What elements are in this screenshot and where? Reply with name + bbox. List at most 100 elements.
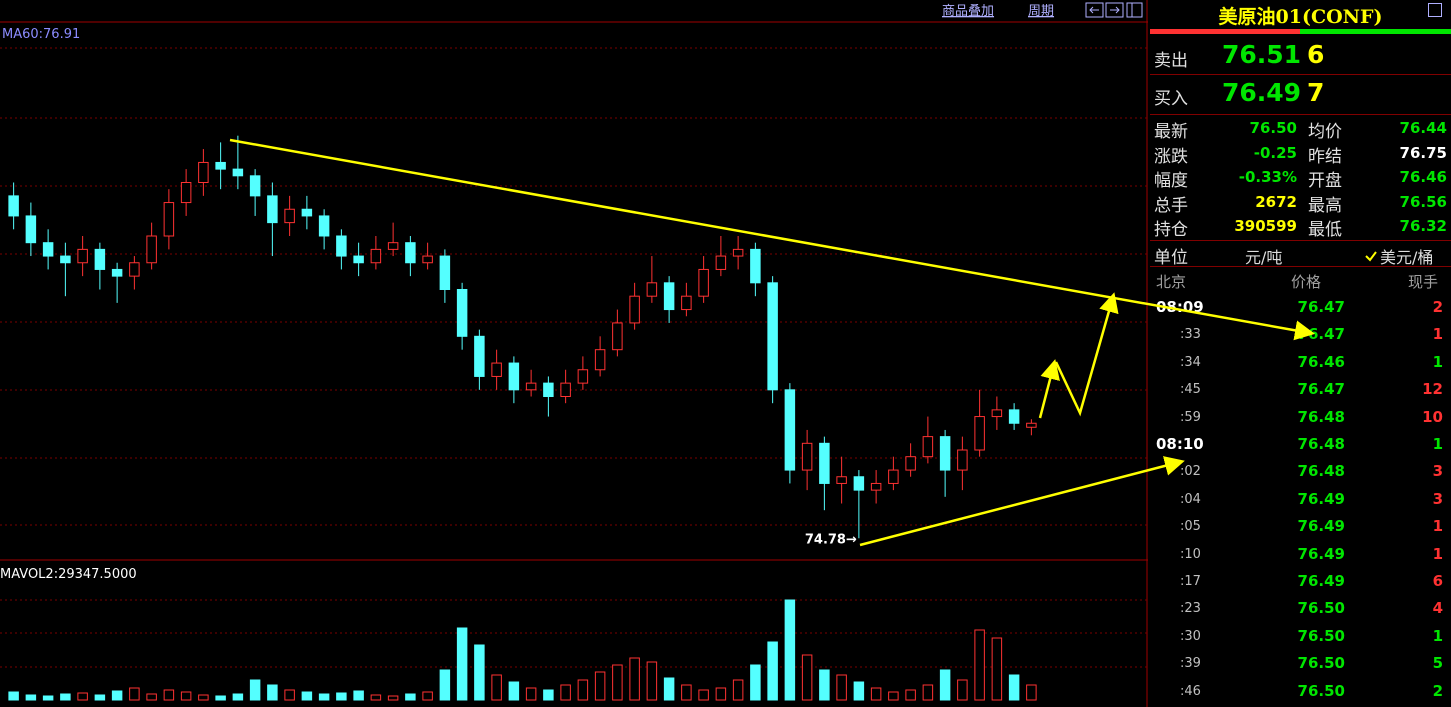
trade-time: :02 [1180,464,1201,480]
volume-bar [508,681,520,701]
volume-bar [387,695,399,701]
candle-body [111,268,123,277]
volume-bar [336,692,347,701]
trade-time: :45 [1180,382,1201,398]
header-size: 现手 [1408,273,1439,291]
unit-cny[interactable]: 元/吨 [1245,248,1283,267]
trade-row: :46 76.50 2 [1150,678,1451,705]
trade-row: :23 76.50 4 [1150,595,1451,622]
unit-usd[interactable]: 美元/桶 [1380,248,1434,267]
ma-label: MA60:76.91 [2,27,80,42]
overlay-button[interactable]: 商品叠加 [942,4,994,19]
candle-body [387,242,399,250]
sell-bar [1150,29,1300,34]
volume-bar [474,644,485,701]
volume-bar [405,693,416,701]
volume-bar [60,693,71,701]
volume-bar [922,684,934,701]
candle-body [939,436,951,471]
trade-price: 76.47 [1297,325,1345,344]
volume-bar [215,695,226,701]
nav-buttons[interactable] [1085,2,1143,18]
candle-body [698,268,709,297]
candle-body [267,195,278,224]
volume-bar [750,664,761,701]
candle-body [25,215,37,244]
volume-bar [905,689,916,701]
candle-body [560,382,571,397]
volume-bar [974,629,985,701]
stat-label: 昨结 [1308,146,1342,167]
trade-price: 76.49 [1297,544,1345,563]
candle-body [439,255,451,290]
volume-bar [836,674,847,701]
candle-body [301,208,313,217]
trade-row: :10 76.49 1 [1150,541,1451,568]
nav-left[interactable] [1085,2,1104,18]
candle-body [594,349,606,371]
candle-body [853,476,865,491]
volume-bar [439,669,451,701]
volume-bar [267,684,278,701]
candle-body [60,255,71,264]
trade-size: 2 [1432,298,1443,316]
check-icon [1365,251,1377,262]
candle-body [163,202,175,237]
stat-value: 76.50 [1249,119,1297,137]
volume-bar [853,681,865,701]
volume-bar [594,671,606,701]
unit-label: 单位 [1154,248,1188,268]
sell-label: 卖出 [1154,51,1188,71]
candle-body [801,442,813,471]
nav-right[interactable] [1105,2,1124,18]
candle-body [577,369,589,384]
candle-body [336,235,347,257]
candle-body [957,449,968,471]
trade-time: :30 [1180,628,1201,644]
volume-bar [991,637,1003,701]
low-label: 74.78→ [805,532,857,547]
stat-label: 最高 [1308,195,1342,216]
separator [1150,240,1451,241]
candle-body [215,161,226,170]
candle-body [42,242,54,257]
candle-body [767,282,778,391]
title-bar: 美原油01(CONF) [1150,0,1451,28]
sell-price: 76.51 [1222,40,1302,69]
volume-bar [94,694,106,701]
trade-size: 1 [1432,325,1443,344]
trade-price: 76.49 [1297,572,1345,590]
vol-label: MAVOL2:29347.5000 [0,567,137,582]
volume-bar [957,679,968,701]
trade-price: 76.47 [1297,298,1345,316]
trade-size: 1 [1432,626,1443,645]
trade-time: 08:09 [1156,298,1204,316]
candle-body [77,248,88,264]
trade-row: :05 76.49 1 [1150,513,1451,540]
check [1365,251,1377,262]
candle-body [146,235,157,264]
trade-size: 2 [1432,681,1443,700]
period-button[interactable]: 周期 [1028,4,1054,19]
candle-body [750,248,761,284]
trade-row: :04 76.49 3 [1150,486,1451,513]
candle-body [94,248,106,270]
quote-panel: 美原油01(CONF) 卖出 76.51 6 买入 76.49 7 最新 76.5… [1150,0,1451,707]
candle-body [198,161,209,183]
buy-bar [1300,29,1451,34]
candle-body [405,242,416,264]
trade-time: :10 [1180,546,1201,562]
trade-size: 6 [1432,572,1443,590]
trade-size: 3 [1432,489,1443,508]
trade-size: 10 [1422,407,1443,426]
trade-price: 76.50 [1297,599,1345,618]
trade-size: 5 [1432,654,1443,673]
nav-expand[interactable] [1126,2,1143,18]
window-button[interactable] [1428,3,1442,17]
trade-price: 76.48 [1297,407,1345,426]
chart: MA60:76.91 MAVOL2:29347.5000 商品叠加 周期 74.… [0,0,1148,707]
volume-bar [801,654,813,701]
volume-bar [767,641,778,701]
separator [1150,74,1451,75]
volume-bar [77,692,88,701]
